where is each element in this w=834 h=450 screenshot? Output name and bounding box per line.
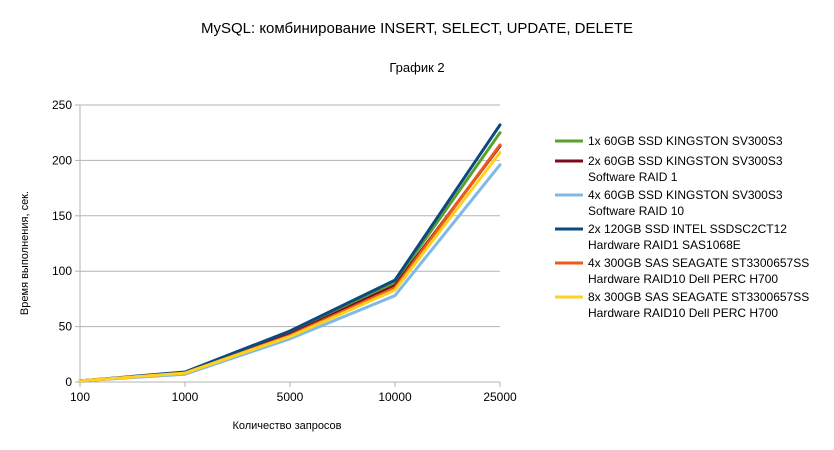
legend-item-6: 8x 300GB SAS SEAGATE ST3300657SS Hardware… [555, 290, 809, 320]
series-lines [78, 123, 502, 383]
series-line-2 [78, 144, 502, 383]
y-axis-label: Время выполнения, сек. [19, 191, 31, 315]
legend-label: Hardware RAID10 Dell PERC H700 [588, 306, 778, 320]
x-tick-label: 1000 [172, 390, 199, 404]
legend-label: 4x 300GB SAS SEAGATE ST3300657SS [588, 256, 809, 270]
chart-subtitle: График 2 [389, 60, 444, 75]
axes [75, 104, 501, 387]
legend-item-3: 4x 60GB SSD KINGSTON SV300S3 Software RAI… [555, 188, 783, 218]
x-tick-label: 5000 [277, 390, 304, 404]
chart-title: MySQL: комбинирование INSERT, SELECT, UP… [201, 20, 633, 37]
series-line-4 [78, 123, 502, 383]
series-line-5 [78, 143, 502, 383]
legend-label: 1x 60GB SSD KINGSTON SV300S3 [588, 134, 783, 148]
legend-label: Software RAID 1 [588, 170, 678, 184]
legend-label: Hardware RAID1 SAS1068E [588, 238, 741, 252]
y-tick-label: 100 [52, 264, 72, 278]
legend-label: 2x 60GB SSD KINGSTON SV300S3 [588, 154, 783, 168]
series-line-1 [78, 131, 502, 383]
y-tick-label: 200 [52, 153, 72, 167]
legend-item-2: 2x 60GB SSD KINGSTON SV300S3 Software RAI… [555, 154, 783, 184]
legend-label: Software RAID 10 [588, 204, 684, 218]
y-tick-label: 0 [65, 375, 72, 389]
x-axis-label: Количество запросов [232, 420, 341, 432]
series-line-3 [78, 163, 502, 383]
y-tick-label: 50 [59, 320, 73, 334]
y-tick-label: 250 [52, 98, 72, 112]
x-tick-label: 100 [70, 390, 90, 404]
legend-label: Hardware RAID10 Dell PERC H700 [588, 272, 778, 286]
series-line-6 [78, 151, 502, 383]
tick-labels: 0 50 100 150 200 250 100 1000 5000 10000 25000 [52, 98, 517, 404]
legend-label: 4x 60GB SSD KINGSTON SV300S3 [588, 188, 783, 202]
legend-item-4: 2x 120GB SSD INTEL SSDSC2CT12 Hardware RA… [555, 222, 787, 252]
legend-item-5: 4x 300GB SAS SEAGATE ST3300657SS Hardware… [555, 256, 809, 286]
x-tick-label: 25000 [483, 390, 517, 404]
x-tick-label: 10000 [378, 390, 412, 404]
legend: 1x 60GB SSD KINGSTON SV300S3 2x 60GB SSD … [555, 134, 809, 320]
y-tick-label: 150 [52, 209, 72, 223]
legend-label: 2x 120GB SSD INTEL SSDSC2CT12 [588, 222, 787, 236]
legend-item-1: 1x 60GB SSD KINGSTON SV300S3 [555, 134, 783, 148]
legend-label: 8x 300GB SAS SEAGATE ST3300657SS [588, 290, 809, 304]
